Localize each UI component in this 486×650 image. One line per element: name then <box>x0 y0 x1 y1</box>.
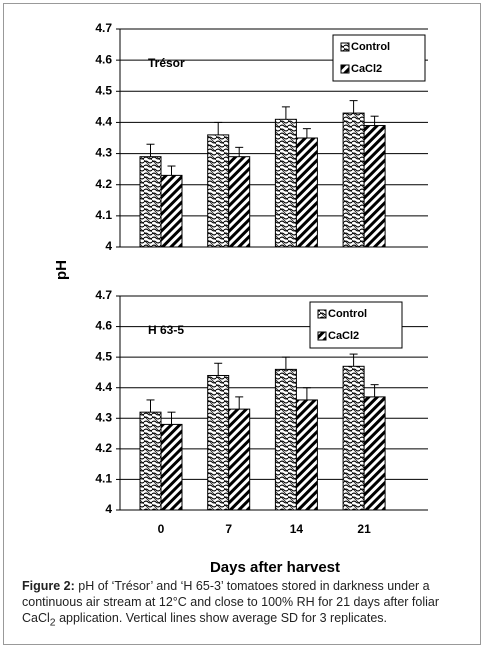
y-tick-label: 4.7 <box>95 21 112 35</box>
bar <box>295 399 318 511</box>
bar <box>207 134 230 248</box>
y-tick-label: 4.4 <box>95 380 112 394</box>
y-tick-label: 4.6 <box>95 52 112 66</box>
x-tick-label: 21 <box>357 522 371 536</box>
legend-label: CaCl2 <box>351 63 382 75</box>
x-tick-label: 14 <box>290 522 304 536</box>
x-tick-label: 7 <box>225 522 232 536</box>
panel-label: H 63-5 <box>148 323 184 337</box>
y-tick-label: 4.1 <box>95 472 112 486</box>
x-tick-label: 0 <box>158 522 165 536</box>
y-tick-label: 4.4 <box>95 115 112 129</box>
error-bar <box>214 362 223 376</box>
bar <box>363 396 386 511</box>
bar <box>295 137 318 248</box>
caption-text: application. Vertical lines show average… <box>55 611 388 625</box>
bar <box>228 408 251 511</box>
chart: pH Days after harvest 4 4.1 4.2 4.3 4.4 4.5 4.… <box>53 21 428 575</box>
error-bar <box>235 396 244 410</box>
y-axis-label: pH <box>53 260 70 280</box>
bar <box>139 411 162 511</box>
error-bar <box>281 106 290 120</box>
y-tick-label: 4.6 <box>95 319 112 333</box>
y-tick-label: 4.5 <box>95 83 112 97</box>
y-tick-label: 4.1 <box>95 208 112 222</box>
error-bar <box>370 115 379 126</box>
caption-text: pH of ‘Trésor’ and ‘H 65-3’ tomatoes sto… <box>22 579 440 625</box>
figure-frame <box>3 3 481 645</box>
error-bar <box>370 384 379 397</box>
y-tick-label: 4 <box>105 502 112 516</box>
error-bar <box>235 146 244 157</box>
legend-swatch <box>317 309 327 319</box>
bar <box>342 112 365 248</box>
error-bar <box>167 411 176 425</box>
legend-swatch <box>317 331 327 341</box>
bar <box>207 374 230 511</box>
bar <box>160 423 183 511</box>
error-bar <box>349 100 358 114</box>
error-bar <box>167 165 176 176</box>
error-bar <box>349 353 358 367</box>
y-tick-label: 4 <box>105 239 112 253</box>
bar <box>160 174 183 248</box>
error-bar <box>146 143 155 157</box>
y-tick-label: 4.2 <box>95 441 112 455</box>
legend-label: CaCl2 <box>328 330 359 342</box>
legend-label: Control <box>351 41 390 53</box>
y-tick-label: 4.5 <box>95 349 112 363</box>
legend-swatch <box>340 64 350 74</box>
panel-label: Trésor <box>148 56 185 70</box>
error-bar <box>281 356 290 370</box>
y-tick-label: 4.2 <box>95 177 112 191</box>
error-bar <box>302 387 311 400</box>
error-bar <box>302 128 311 138</box>
error-bar <box>146 399 155 413</box>
legend-label: Control <box>328 308 367 320</box>
error-bar <box>214 121 223 135</box>
bar <box>342 365 365 511</box>
y-tick-label: 4.3 <box>95 146 112 160</box>
caption: Figure 2: pH of ‘Trésor’ and ‘H 65-3’ to… <box>22 578 470 632</box>
x-axis-label: Days after harvest <box>210 559 340 575</box>
bar <box>274 118 297 248</box>
caption-subscript: 2 <box>49 617 56 629</box>
legend-swatch <box>340 42 350 52</box>
y-tick-label: 4.7 <box>95 288 112 302</box>
caption-label: Figure 2: <box>22 579 75 593</box>
bar <box>363 125 386 248</box>
y-tick-label: 4.3 <box>95 410 112 424</box>
bar <box>274 368 297 511</box>
bar <box>228 156 251 248</box>
bar <box>139 156 162 248</box>
